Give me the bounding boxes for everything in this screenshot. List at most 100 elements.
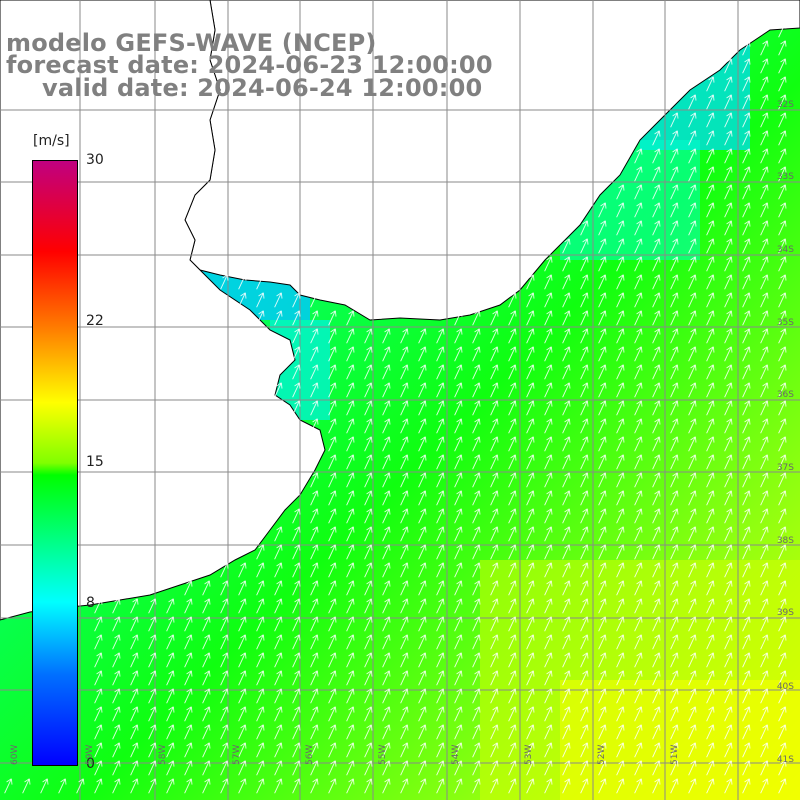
- wind-arrow: [652, 634, 661, 650]
- wind-arrow: [580, 706, 589, 722]
- wind-arrow: [454, 580, 463, 596]
- wind-arrow: [598, 706, 607, 722]
- wind-arrow: [598, 346, 607, 362]
- wind-arrow: [364, 598, 373, 614]
- wind-arrow: [418, 670, 427, 686]
- wind-arrow: [760, 688, 769, 704]
- wind-arrow: [184, 652, 193, 668]
- wind-arrow: [742, 526, 751, 542]
- wind-arrow: [436, 490, 445, 506]
- wind-arrow: [292, 328, 301, 344]
- wind-arrow: [364, 616, 373, 632]
- wind-arrow: [778, 418, 787, 434]
- wind-arrow: [112, 670, 121, 686]
- wind-arrow: [364, 742, 373, 758]
- wind-arrow: [364, 580, 373, 596]
- colorbar-tick-label: 15: [86, 454, 104, 470]
- wind-arrow: [634, 346, 643, 362]
- wind-arrow: [382, 544, 391, 560]
- wind-arrow: [94, 706, 103, 722]
- wind-arrow: [508, 490, 517, 506]
- wind-arrow: [670, 310, 679, 326]
- wind-arrow: [310, 418, 319, 434]
- colorbar-tick-label: 30: [86, 152, 104, 168]
- wind-arrow: [130, 706, 139, 722]
- wind-arrow: [724, 328, 733, 344]
- wind-arrow: [364, 670, 373, 686]
- wind-arrow: [778, 148, 787, 164]
- wind-arrow: [634, 742, 643, 758]
- wind-arrow: [580, 418, 589, 434]
- colorbar-tick-label: 22: [86, 313, 104, 330]
- wind-arrow: [724, 652, 733, 668]
- wind-arrow: [670, 652, 679, 668]
- wind-arrow: [148, 742, 157, 758]
- wind-arrow: [616, 616, 625, 632]
- wind-arrow: [382, 598, 391, 614]
- wind-arrow: [418, 490, 427, 506]
- wind-arrow: [454, 634, 463, 650]
- wind-arrow: [688, 346, 697, 362]
- wind-arrow: [616, 274, 625, 290]
- wind-arrow: [418, 544, 427, 560]
- wind-arrow: [760, 760, 769, 776]
- wind-arrow: [418, 418, 427, 434]
- wind-arrow: [310, 688, 319, 704]
- wind-arrow: [310, 598, 319, 614]
- wind-arrow: [598, 382, 607, 398]
- wind-arrow: [706, 616, 715, 632]
- wind-arrow: [598, 544, 607, 560]
- wind-arrow: [670, 598, 679, 614]
- wind-arrow: [346, 472, 355, 488]
- wind-arrow: [490, 454, 499, 470]
- wind-arrow: [310, 634, 319, 650]
- wind-arrow: [616, 454, 625, 470]
- latitude-label: 35S: [776, 318, 794, 328]
- wind-arrow: [760, 616, 769, 632]
- wind-arrow: [94, 688, 103, 704]
- wind-arrow: [274, 598, 283, 614]
- wind-arrow: [742, 292, 751, 308]
- wind-arrow: [274, 616, 283, 632]
- wind-arrow: [346, 526, 355, 542]
- wind-arrow: [742, 706, 751, 722]
- wind-arrow: [238, 652, 247, 668]
- wind-arrow: [652, 706, 661, 722]
- wind-arrow: [688, 148, 697, 164]
- wind-arrow: [724, 598, 733, 614]
- wind-arrow: [760, 562, 769, 578]
- wind-arrow: [292, 382, 301, 398]
- wind-arrow: [508, 760, 517, 776]
- wind-arrow: [724, 472, 733, 488]
- wind-arrow: [706, 544, 715, 560]
- wind-arrow: [580, 598, 589, 614]
- wind-arrow: [418, 652, 427, 668]
- wind-arrow: [526, 562, 535, 578]
- wind-arrow: [670, 148, 679, 164]
- wind-arrow: [562, 670, 571, 686]
- wind-arrow: [598, 328, 607, 344]
- wind-arrow: [328, 472, 337, 488]
- wind-arrow: [94, 778, 103, 794]
- wind-arrow: [292, 670, 301, 686]
- colorbar-tick-label: 8: [86, 594, 95, 611]
- wind-arrow: [220, 742, 229, 758]
- wind-arrow: [508, 724, 517, 740]
- wind-arrow: [454, 472, 463, 488]
- wind-arrow: [166, 688, 175, 704]
- longitude-label: 54W: [451, 744, 461, 765]
- wind-arrow: [652, 472, 661, 488]
- wind-arrow: [634, 400, 643, 416]
- wind-arrow: [760, 652, 769, 668]
- wind-arrow: [256, 310, 265, 326]
- wind-arrow: [472, 418, 481, 434]
- title-valid-date: valid date: 2024-06-24 12:00:00: [42, 74, 483, 102]
- wind-arrow: [490, 670, 499, 686]
- wind-arrow: [580, 238, 589, 254]
- wind-arrow: [724, 418, 733, 434]
- wind-arrow: [148, 598, 157, 614]
- wind-arrow: [652, 724, 661, 740]
- wind-arrow: [400, 580, 409, 596]
- wind-arrow: [94, 652, 103, 668]
